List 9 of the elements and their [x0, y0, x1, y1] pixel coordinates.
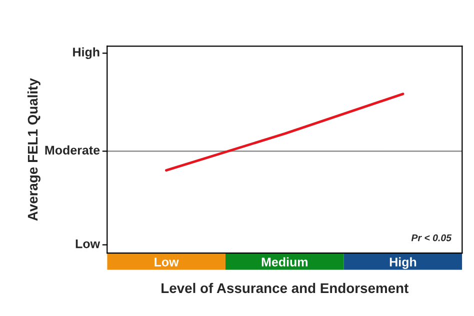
annotation: Pr < 0.05 [411, 234, 452, 242]
y-axis-title: Average FEL1 Quality [27, 78, 40, 221]
text: High [73, 47, 100, 60]
text: Low [76, 239, 100, 248]
ref-line-label: Moderate [45, 145, 100, 155]
x-axis-title: Level of Assurance and Endorsement [162, 282, 408, 294]
x-tick-label: Low [154, 258, 179, 266]
x-tick-label: High [390, 257, 416, 269]
x-tick-label: Medium [262, 257, 308, 266]
